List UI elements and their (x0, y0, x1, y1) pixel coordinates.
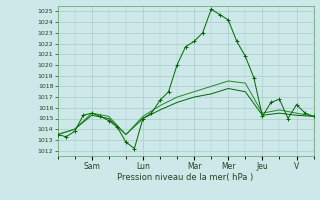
X-axis label: Pression niveau de la mer( hPa ): Pression niveau de la mer( hPa ) (117, 173, 254, 182)
